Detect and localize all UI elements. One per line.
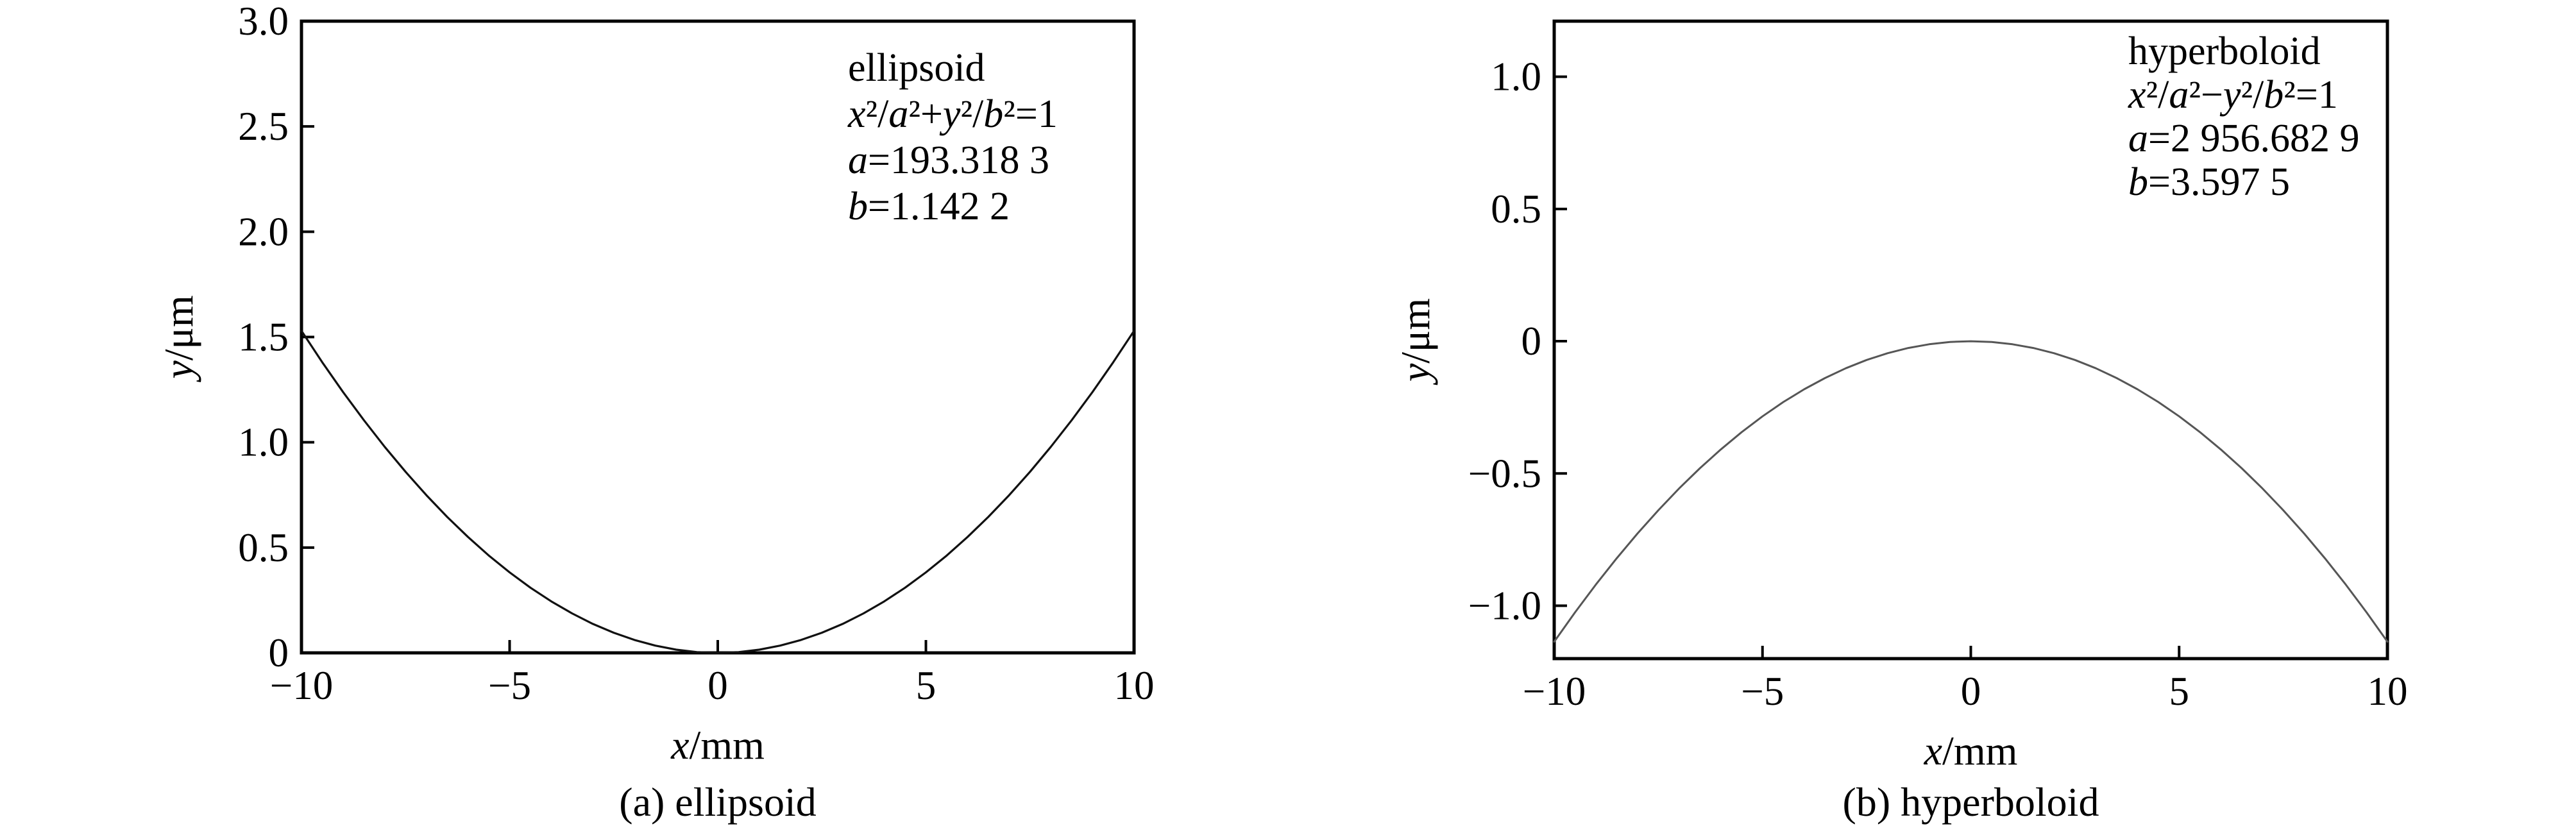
x-tick-label: −5: [488, 663, 531, 708]
y-tick-label: 2.5: [238, 104, 289, 149]
y-tick-label: −1.0: [1468, 584, 1541, 628]
y-tick-label: −0.5: [1468, 451, 1541, 496]
annotation-line: hyperboloid: [2128, 30, 2321, 73]
y-tick-label: 1.5: [238, 315, 289, 360]
subplot-caption: (b) hyperboloid: [1843, 779, 2099, 825]
data-curve-a: [300, 330, 1135, 654]
annotation-line: x²/a²+y²/b²=1: [847, 92, 1058, 136]
plot-a: −10 −5 0 5 10 0 0.5 1.0 1.5 2.0 2.5 3.0 x/mm y/μm elli…: [156, 0, 1155, 825]
y-tick-label: 3.0: [238, 0, 289, 44]
x-axis-label: x/mm: [1924, 728, 2018, 773]
x-tick-label: −10: [1523, 669, 1586, 714]
x-tick-label: 5: [2169, 669, 2190, 714]
x-tick-label: 5: [916, 663, 936, 708]
y-axis-label: y/μm: [1393, 298, 1438, 385]
x-tick-label: 0: [1961, 669, 1981, 714]
y-tick-label: 0: [1521, 319, 1542, 364]
y-tick-label: 0.5: [238, 525, 289, 570]
annotation-line: x²/a²−y²/b²=1: [2128, 73, 2338, 117]
y-axis-label: y/μm: [156, 295, 201, 382]
x-tick-label: 10: [2368, 669, 2408, 714]
y-tick-label: 0.5: [1491, 187, 1541, 232]
annotation-line: a=193.318 3: [848, 139, 1049, 182]
x-axis-label: x/mm: [670, 722, 765, 768]
y-tick-label: 0: [269, 630, 289, 675]
plot-b: −10 −5 0 5 10 −1.0 −0.5 0 0.5 1.0 x/mm y/μm hyperbol…: [1393, 19, 2408, 825]
annotation-line: ellipsoid: [848, 46, 985, 90]
annotation-line: a=2 956.682 9: [2128, 117, 2359, 160]
x-tick-label: 10: [1114, 663, 1155, 708]
y-tick-label: 1.0: [238, 420, 289, 465]
annotation-line: b=1.142 2: [848, 185, 1010, 228]
x-tick-label: 0: [708, 663, 728, 708]
x-tick-label: −5: [1741, 669, 1784, 714]
annotation-line: b=3.597 5: [2128, 160, 2290, 204]
x-tick-label: −10: [270, 663, 334, 708]
y-tick-label: 2.0: [238, 209, 289, 254]
subplot-caption: (a) ellipsoid: [619, 779, 816, 825]
data-curve-b: [1553, 340, 2389, 643]
y-tick-label: 1.0: [1491, 55, 1541, 99]
